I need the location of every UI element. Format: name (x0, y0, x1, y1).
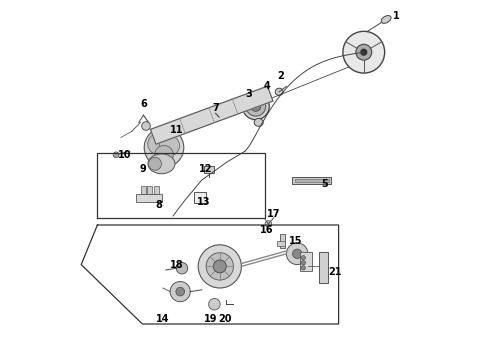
Bar (153, 186, 159, 194)
Circle shape (176, 262, 188, 274)
Circle shape (293, 249, 302, 258)
Text: 3: 3 (245, 89, 252, 99)
Text: 8: 8 (155, 200, 162, 210)
Text: 20: 20 (219, 314, 232, 324)
Circle shape (113, 152, 119, 158)
Circle shape (142, 122, 150, 130)
Text: 4: 4 (263, 81, 270, 91)
FancyBboxPatch shape (136, 194, 162, 202)
Text: 16: 16 (260, 225, 273, 235)
Circle shape (301, 261, 305, 265)
Text: 19: 19 (204, 314, 218, 324)
Circle shape (301, 266, 305, 270)
Text: 5: 5 (321, 179, 328, 189)
Ellipse shape (275, 88, 283, 95)
Circle shape (356, 44, 372, 60)
Text: 10: 10 (118, 150, 131, 160)
Circle shape (209, 298, 220, 310)
Circle shape (148, 133, 170, 155)
Circle shape (286, 243, 308, 265)
Circle shape (213, 260, 226, 273)
Circle shape (265, 221, 271, 227)
Ellipse shape (254, 118, 263, 126)
Circle shape (170, 282, 190, 302)
Ellipse shape (148, 154, 175, 174)
FancyBboxPatch shape (194, 192, 206, 203)
Text: 11: 11 (170, 125, 183, 135)
Bar (277, 241, 285, 246)
Circle shape (301, 256, 305, 260)
Circle shape (206, 253, 233, 280)
Bar (204, 166, 215, 173)
Text: 13: 13 (197, 197, 210, 207)
Circle shape (176, 287, 185, 296)
Text: 7: 7 (213, 103, 220, 113)
Circle shape (360, 49, 368, 56)
Text: 9: 9 (139, 164, 146, 174)
FancyBboxPatch shape (300, 252, 312, 271)
Text: 1: 1 (393, 11, 399, 21)
Ellipse shape (381, 15, 391, 23)
Bar (294, 179, 328, 182)
Text: 15: 15 (289, 236, 302, 246)
Ellipse shape (242, 93, 270, 120)
Text: 12: 12 (198, 164, 212, 174)
Text: 21: 21 (328, 267, 342, 277)
Ellipse shape (246, 96, 266, 116)
Text: 6: 6 (141, 99, 147, 109)
Bar (319, 252, 328, 283)
Text: 2: 2 (278, 71, 284, 81)
Bar (292, 177, 331, 184)
Circle shape (155, 145, 173, 164)
Bar (147, 186, 152, 194)
Text: 17: 17 (267, 209, 281, 219)
Circle shape (144, 128, 184, 167)
Text: 18: 18 (170, 260, 183, 270)
Circle shape (343, 31, 385, 73)
Bar (141, 186, 146, 194)
Circle shape (198, 245, 242, 288)
Bar (280, 234, 285, 248)
Circle shape (159, 136, 179, 156)
Circle shape (148, 157, 162, 170)
Text: 14: 14 (155, 314, 169, 324)
Ellipse shape (251, 101, 261, 111)
Polygon shape (150, 86, 273, 144)
